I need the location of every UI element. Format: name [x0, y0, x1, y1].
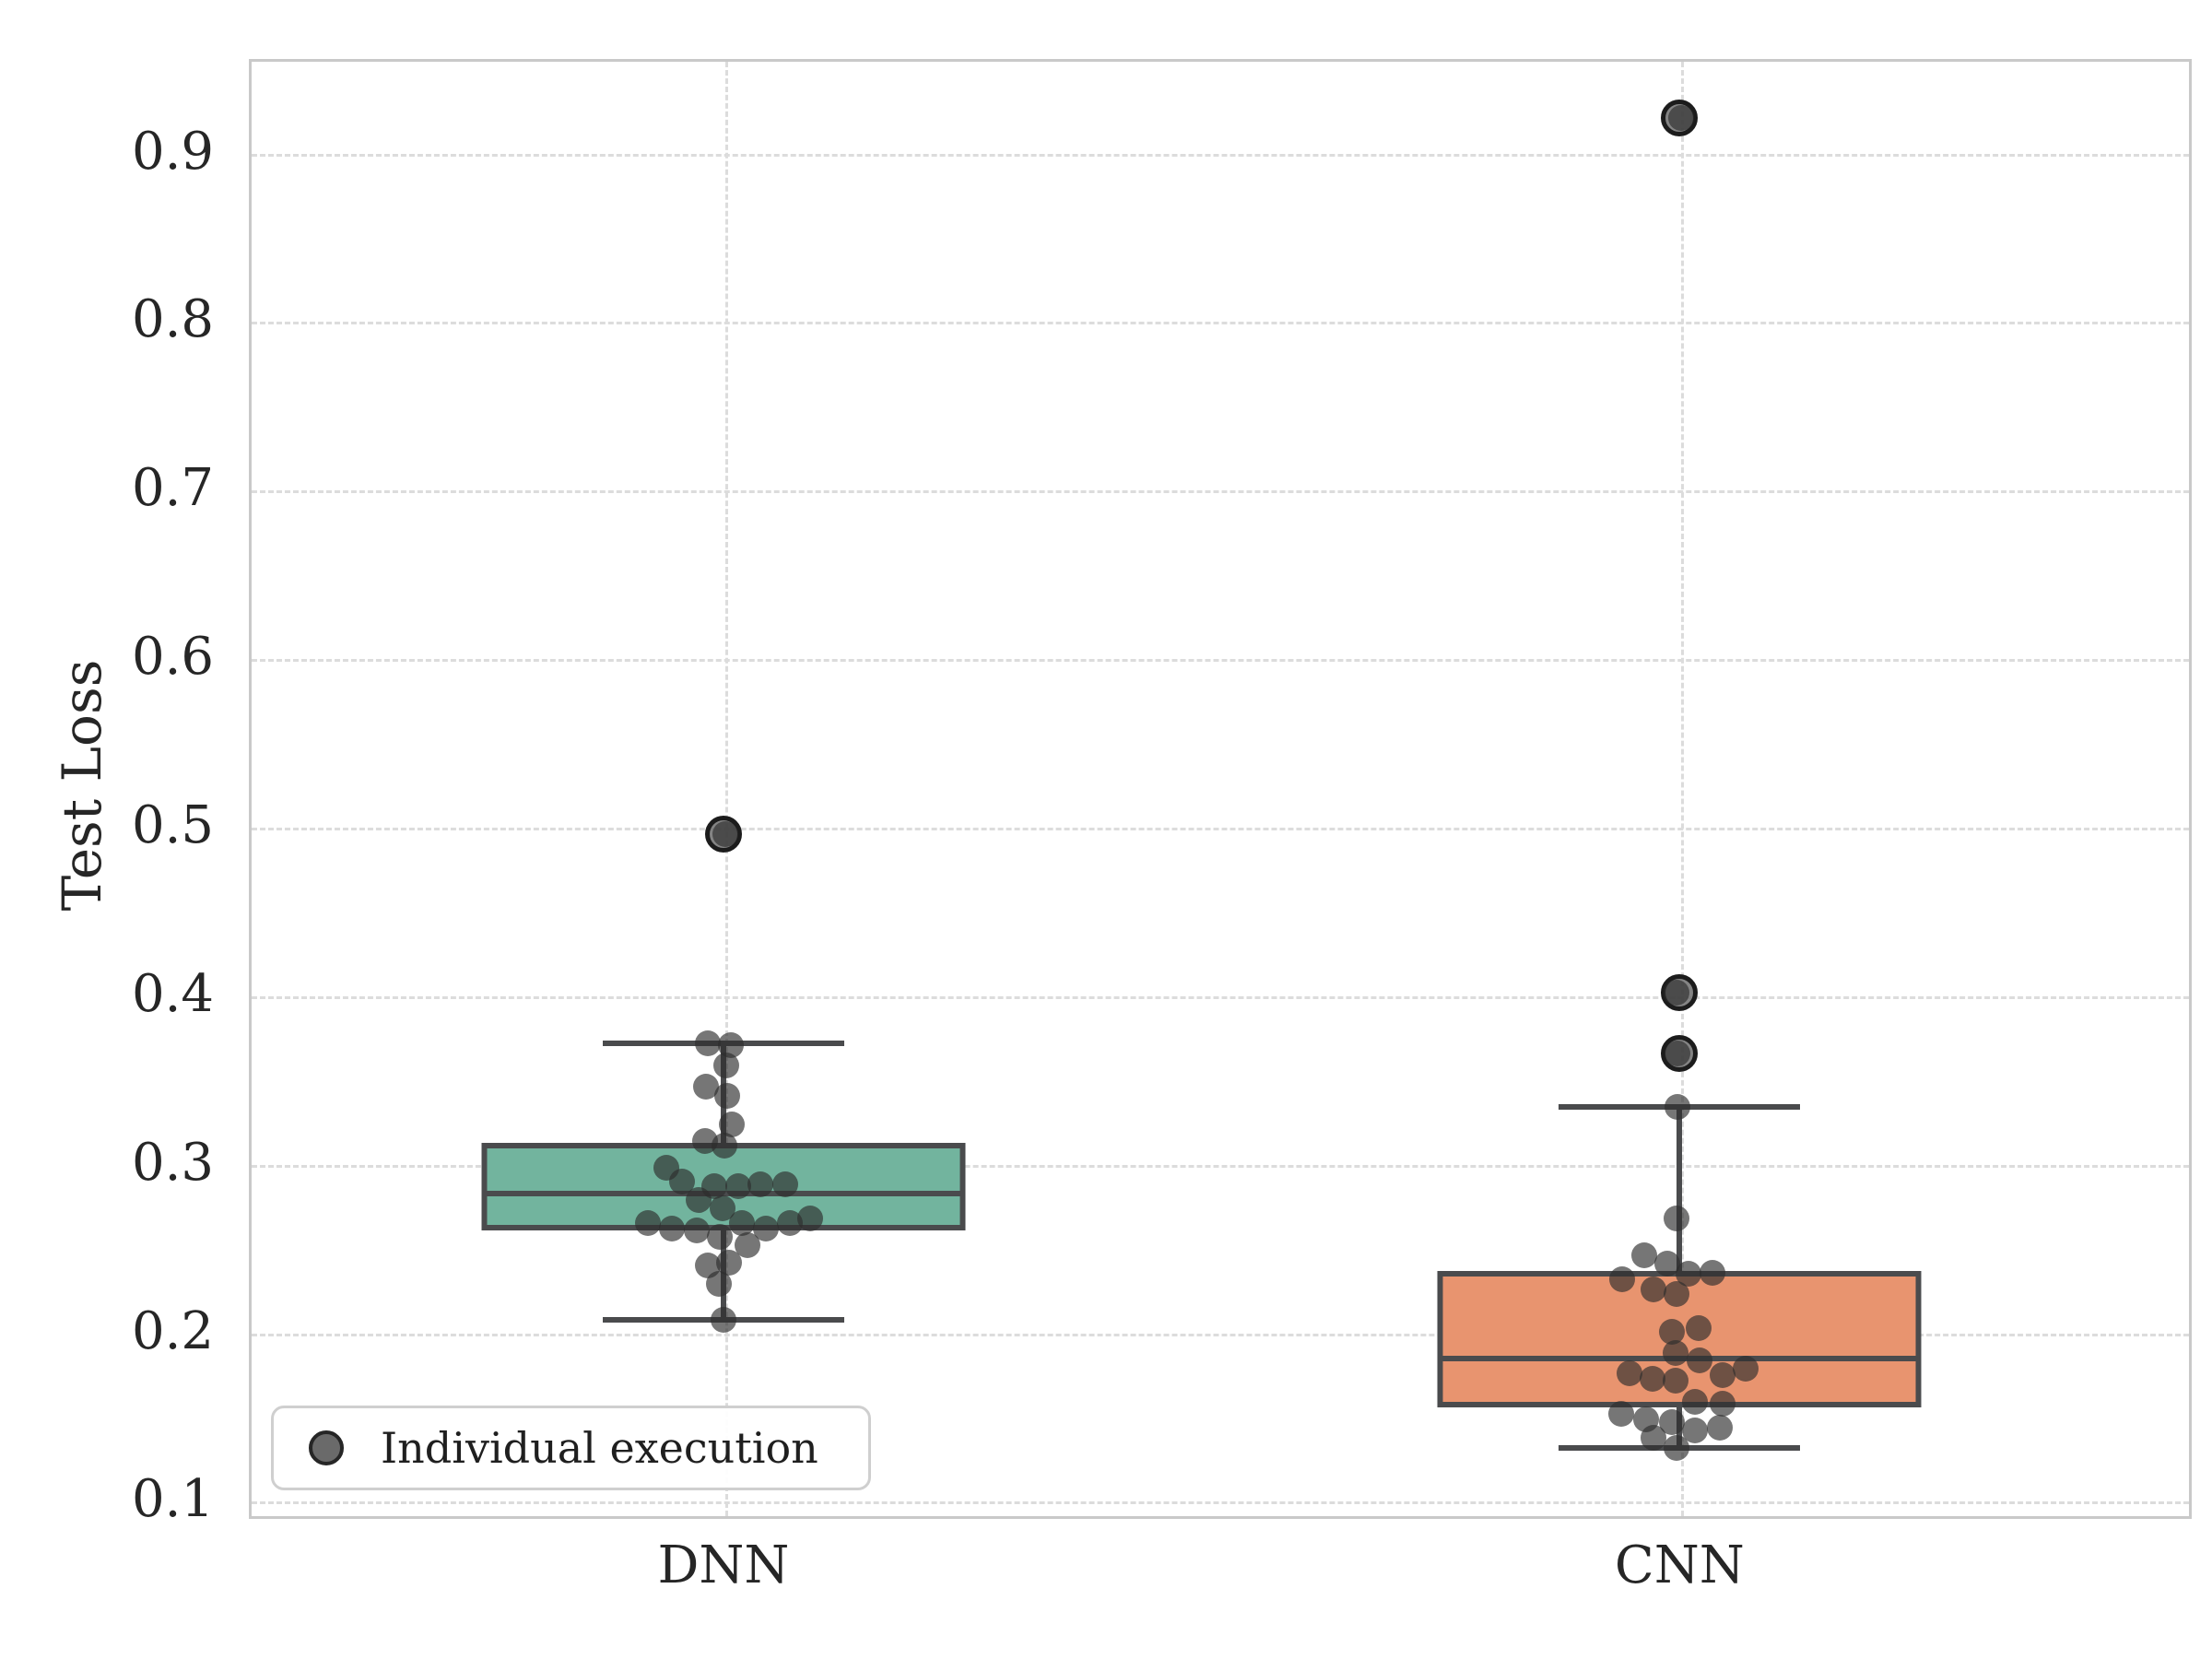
strip-point	[1609, 1265, 1636, 1292]
strip-point	[683, 1217, 710, 1243]
strip-point	[694, 1030, 721, 1056]
plot-area	[249, 59, 2192, 1519]
strip-point	[776, 1210, 803, 1237]
strip-point	[706, 1224, 733, 1251]
legend-point-marker-icon	[309, 1430, 344, 1465]
y-tick-label: 0.4	[131, 963, 214, 1024]
strip-point	[711, 1133, 737, 1159]
strip-point	[747, 1171, 773, 1198]
strip-point	[728, 1210, 755, 1237]
strip-point	[1664, 1206, 1690, 1231]
strip-point	[1700, 1259, 1726, 1286]
legend: Individual execution	[271, 1406, 871, 1490]
strip-point	[1663, 1340, 1689, 1367]
strip-point	[1659, 1318, 1686, 1345]
strip-point	[1710, 1362, 1736, 1389]
strip-point	[1733, 1355, 1759, 1382]
strip-point	[1608, 1401, 1635, 1428]
strip-point	[1665, 1094, 1691, 1121]
strip-point	[1641, 1424, 1667, 1451]
y-gridline	[252, 1501, 2189, 1505]
strip-point	[1664, 979, 1690, 1006]
strip-point	[1640, 1365, 1666, 1392]
strip-point	[1664, 1281, 1690, 1308]
y-gridline	[252, 322, 2189, 325]
strip-point	[634, 1210, 661, 1237]
y-tick-label: 0.8	[131, 289, 214, 350]
y-tick-label: 0.6	[131, 627, 214, 688]
strip-point	[1641, 1276, 1667, 1302]
y-gridline	[252, 490, 2189, 494]
strip-point	[724, 1173, 751, 1200]
strip-point	[710, 1306, 736, 1333]
strip-point	[1687, 1347, 1713, 1373]
strip-point	[718, 1111, 745, 1137]
strip-point	[705, 1271, 732, 1298]
x-tick-label-cnn: CNN	[1614, 1535, 1745, 1595]
strip-point	[1631, 1242, 1658, 1269]
x-gridline	[1681, 62, 1685, 1516]
strip-point	[713, 1082, 740, 1109]
y-tick-label: 0.7	[131, 458, 214, 519]
y-tick-label: 0.3	[131, 1132, 214, 1193]
strip-point	[712, 1052, 739, 1078]
strip-point	[1707, 1414, 1734, 1441]
y-tick-label: 0.2	[131, 1300, 214, 1361]
outlier-point	[1661, 973, 1699, 1011]
y-gridline	[252, 153, 2189, 157]
y-gridline	[252, 995, 2189, 999]
legend-label: Individual execution	[381, 1423, 818, 1473]
strip-point	[658, 1215, 685, 1241]
x-tick-label-dnn: DNN	[657, 1535, 790, 1595]
strip-point	[771, 1171, 798, 1198]
y-gridline	[252, 659, 2189, 663]
strip-point	[1682, 1389, 1709, 1416]
strip-point	[1665, 1040, 1691, 1066]
strip-point	[1668, 104, 1695, 131]
strip-point	[1710, 1391, 1736, 1418]
y-gridline	[252, 827, 2189, 830]
x-gridline	[724, 62, 728, 1516]
strip-point	[712, 821, 738, 848]
strip-point	[1686, 1314, 1712, 1341]
strip-point	[1664, 1434, 1690, 1461]
strip-point	[1663, 1367, 1689, 1394]
y-gridline	[252, 1164, 2189, 1168]
strip-point	[685, 1186, 712, 1213]
y-tick-label: 0.9	[131, 121, 214, 182]
y-gridline	[252, 1333, 2189, 1336]
strip-point	[1617, 1360, 1643, 1387]
y-tick-label: 0.1	[131, 1469, 214, 1530]
y-tick-label: 0.5	[131, 794, 214, 855]
y-axis-title: Test Loss	[51, 659, 113, 912]
